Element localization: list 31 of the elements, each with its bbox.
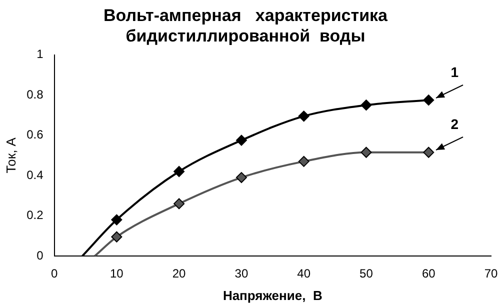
- chart-title: Вольт-амперная характеристика бидистиллированной воды: [104, 6, 388, 46]
- y-tick-label: 0.6: [26, 128, 44, 142]
- series-label: 1: [450, 64, 459, 80]
- series-label: 2: [450, 116, 459, 132]
- point: [111, 214, 122, 226]
- x-tick-label: 30: [234, 266, 248, 281]
- y-tick-label: 1: [36, 47, 44, 62]
- y-tick-label: 0: [36, 248, 44, 262]
- y-tick-label: 0.2: [26, 208, 44, 222]
- point: [298, 110, 310, 122]
- y-tick-label: 0.8: [26, 87, 44, 102]
- point: [360, 146, 372, 158]
- point: [111, 231, 122, 242]
- x-tick-label: 40: [297, 266, 311, 281]
- point: [236, 134, 247, 146]
- x-tick-label: 60: [422, 266, 436, 281]
- x-tick-label: 20: [172, 266, 186, 281]
- y-tick-label: 0.4: [26, 168, 44, 182]
- x-tick-label: 10: [110, 266, 124, 281]
- point: [236, 172, 247, 184]
- x-tick-label: 50: [360, 266, 374, 281]
- point: [423, 94, 434, 106]
- x-tick-label: 0: [50, 266, 58, 281]
- point: [360, 100, 372, 111]
- x-axis-title: Напряжение, В: [222, 288, 322, 303]
- point: [174, 166, 185, 177]
- x-tick-label: 70: [484, 266, 498, 281]
- point: [174, 198, 185, 210]
- point: [423, 146, 434, 158]
- point: [298, 156, 310, 167]
- y-axis-title: Ток, А: [3, 137, 18, 174]
